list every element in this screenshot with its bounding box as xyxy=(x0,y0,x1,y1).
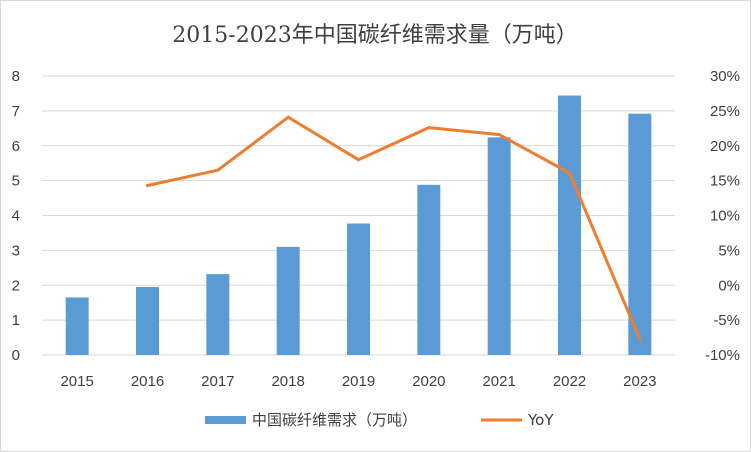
y-left-tick-label: 6 xyxy=(12,138,20,155)
x-tick-label: 2019 xyxy=(342,373,375,390)
y-left-tick-label: 7 xyxy=(12,103,20,120)
y-right-tick-label: 30% xyxy=(710,68,740,85)
y-right-tick-label: 5% xyxy=(718,242,740,259)
bar xyxy=(628,113,652,355)
axes: 0 1 2 3 4 5 6 7 8 -10% -5% 0% 5% 10% 15% 20% 25% 30% 2015 2… xyxy=(12,68,740,390)
bar xyxy=(347,223,370,355)
y-left-tick-label: 4 xyxy=(12,208,20,225)
legend-bar-swatch xyxy=(205,416,246,424)
bar xyxy=(417,184,441,355)
legend-line-label: YoY xyxy=(527,411,554,429)
chart-title: 2015-2023年中国碳纤维需求量（万吨） xyxy=(172,23,577,48)
y-left-tick-label: 5 xyxy=(12,173,20,190)
x-tick-label: 2015 xyxy=(60,373,93,390)
yoy-point xyxy=(286,115,290,119)
y-right-tick-label: 25% xyxy=(710,103,740,120)
yoy-point xyxy=(357,158,360,162)
yoy-line xyxy=(146,115,642,341)
yoy-point xyxy=(638,337,642,341)
bar xyxy=(206,274,230,355)
y-left-tick-label: 8 xyxy=(12,68,20,85)
x-tick-label: 2021 xyxy=(482,373,515,390)
bar xyxy=(136,286,159,355)
x-tick-label: 2016 xyxy=(131,373,164,390)
x-tick-label: 2023 xyxy=(623,373,656,390)
bar xyxy=(65,297,89,355)
y-right-tick-label: -10% xyxy=(705,347,740,364)
y-left-tick-label: 0 xyxy=(12,347,20,364)
yoy-point xyxy=(427,126,431,130)
y-left-tick-label: 1 xyxy=(12,312,20,329)
y-right-tick-label: 10% xyxy=(710,208,740,225)
bar xyxy=(487,137,511,355)
yoy-point xyxy=(146,184,149,188)
yoy-point xyxy=(568,171,571,175)
x-tick-label: 2017 xyxy=(201,373,234,390)
y-right-tick-label: -5% xyxy=(713,312,740,329)
y-right-tick-label: 15% xyxy=(710,173,740,190)
bar xyxy=(558,95,581,355)
y-right-tick-label: 20% xyxy=(710,138,740,155)
legend-bar-label: 中国碳纤维需求（万吨） xyxy=(252,411,417,429)
line-series xyxy=(146,115,642,341)
yoy-point xyxy=(497,133,501,137)
bar-series xyxy=(65,95,652,355)
x-tick-label: 2020 xyxy=(412,373,445,390)
y-right-tick-label: 0% xyxy=(718,277,740,294)
legend: 中国碳纤维需求（万吨） YoY xyxy=(205,411,554,429)
yoy-point xyxy=(216,168,220,172)
x-tick-label: 2022 xyxy=(553,373,586,390)
bar xyxy=(276,246,300,355)
y-left-tick-label: 2 xyxy=(12,277,20,294)
y-left-tick-label: 3 xyxy=(12,242,20,259)
x-tick-label: 2018 xyxy=(271,373,304,390)
